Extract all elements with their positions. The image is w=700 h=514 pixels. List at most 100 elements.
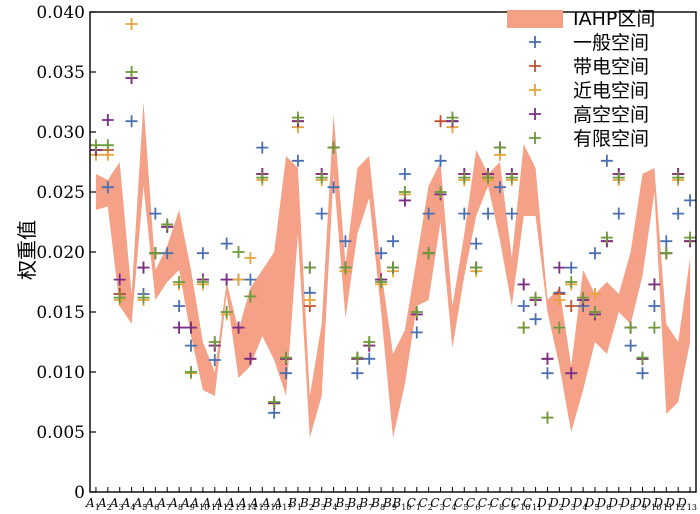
data-point-marker	[589, 247, 601, 260]
data-point-marker	[553, 321, 566, 334]
data-point-marker	[624, 321, 637, 334]
data-point-marker	[589, 306, 601, 318]
data-point-marker	[482, 207, 495, 220]
x-tick-label: B1	[287, 496, 302, 512]
x-tick-label: A7	[156, 496, 171, 512]
legend-swatch-band	[507, 10, 563, 28]
data-point-marker	[303, 261, 316, 274]
data-point-marker	[517, 321, 530, 334]
data-point-marker	[553, 261, 566, 274]
data-point-marker	[244, 290, 257, 303]
data-point-marker	[232, 321, 245, 334]
y-tick-label: 0.015	[36, 303, 85, 323]
data-point-marker	[149, 207, 162, 220]
x-tick-label: C9	[502, 496, 516, 512]
y-tick-label: 0	[74, 483, 85, 503]
data-point-marker	[684, 231, 697, 244]
data-point-marker	[458, 171, 471, 184]
data-point-marker	[101, 181, 114, 194]
data-point-marker	[208, 354, 221, 366]
x-tick-label: B5	[335, 496, 350, 512]
data-point-marker	[173, 300, 186, 312]
y-tick-label: 0.020	[36, 243, 85, 263]
legend-label: 高空空间	[573, 104, 649, 126]
data-point-marker	[280, 351, 293, 364]
data-point-marker	[648, 278, 661, 291]
x-tick-label: C2	[419, 496, 433, 512]
data-point-marker	[89, 139, 102, 152]
data-point-marker	[600, 231, 613, 244]
data-point-marker	[327, 141, 340, 154]
data-point-marker	[315, 171, 328, 184]
data-point-marker	[208, 336, 221, 348]
data-point-marker	[185, 339, 197, 352]
data-point-marker	[173, 321, 186, 334]
y-tick-label: 0.040	[36, 3, 85, 23]
data-point-marker	[387, 235, 399, 248]
x-tick-label: D3	[560, 496, 576, 512]
data-point-marker	[232, 273, 245, 286]
x-tick-label: A5	[133, 496, 148, 512]
x-tick-label: D8	[619, 496, 635, 512]
x-tick-label: B9	[382, 496, 397, 512]
data-point-marker	[672, 207, 685, 220]
x-tick-label: D6	[596, 496, 612, 512]
data-point-marker	[636, 367, 649, 380]
x-tick-label: D10	[641, 496, 662, 512]
data-point-marker	[422, 207, 435, 220]
x-tick-label: A3	[109, 496, 124, 512]
legend-marker	[529, 36, 541, 48]
data-point-marker	[470, 237, 483, 250]
x-tick-label: D4	[572, 496, 588, 512]
iahp-interval-band-layer	[95, 102, 691, 438]
data-point-marker	[137, 291, 150, 304]
legend-label-band: IAHP区间	[573, 8, 655, 30]
x-tick-label: C1	[407, 496, 421, 512]
x-tick-label: B4	[323, 496, 338, 512]
data-point-marker	[327, 181, 340, 194]
data-point-marker	[517, 278, 530, 291]
x-tick-label: A6	[144, 496, 159, 512]
legend-label: 带电空间	[573, 56, 649, 78]
data-point-marker	[196, 276, 209, 288]
x-tick-label: A1	[85, 496, 100, 512]
y-axis-label: 权重值	[15, 220, 39, 280]
x-tick-label: B7	[358, 496, 373, 512]
data-point-marker	[565, 261, 578, 274]
data-point-marker	[517, 300, 530, 312]
x-tick-label: C4	[442, 496, 456, 512]
legend-label: 近电空间	[573, 80, 649, 102]
data-point-marker	[113, 291, 126, 304]
data-point-marker	[125, 115, 138, 128]
y-tick-label: 0.005	[36, 423, 85, 443]
data-point-marker	[612, 207, 625, 220]
data-point-marker	[434, 154, 447, 167]
data-point-marker	[220, 306, 233, 318]
legend-label: 一般空间	[573, 32, 649, 54]
data-point-marker	[351, 351, 364, 364]
x-tick-label: A11	[201, 496, 221, 512]
data-point-marker	[541, 411, 554, 424]
x-tick-label: D1	[536, 496, 552, 512]
y-tick-label: 0.010	[36, 363, 85, 383]
x-tick-label: C6	[466, 496, 480, 512]
data-point-marker	[291, 111, 304, 124]
data-point-marker	[149, 247, 162, 260]
y-tick-label: 0.025	[36, 183, 85, 203]
x-tick-label: B10	[391, 496, 411, 512]
x-tick-label: A13	[225, 496, 245, 512]
data-point-marker	[565, 276, 578, 288]
data-point-marker	[446, 111, 459, 124]
x-tick-label: A16	[261, 496, 281, 512]
x-tick-label: A4	[121, 496, 136, 512]
legend-marker	[529, 60, 541, 72]
data-point-marker	[434, 186, 447, 198]
data-point-marker	[624, 339, 637, 352]
x-tick-label: C8	[490, 496, 504, 512]
data-point-marker	[565, 300, 578, 312]
y-tick-label: 0.035	[36, 63, 85, 83]
data-point-marker	[458, 207, 471, 220]
x-tick-label: C10	[511, 496, 530, 512]
data-point-marker	[612, 171, 625, 184]
data-point-marker	[244, 273, 257, 286]
